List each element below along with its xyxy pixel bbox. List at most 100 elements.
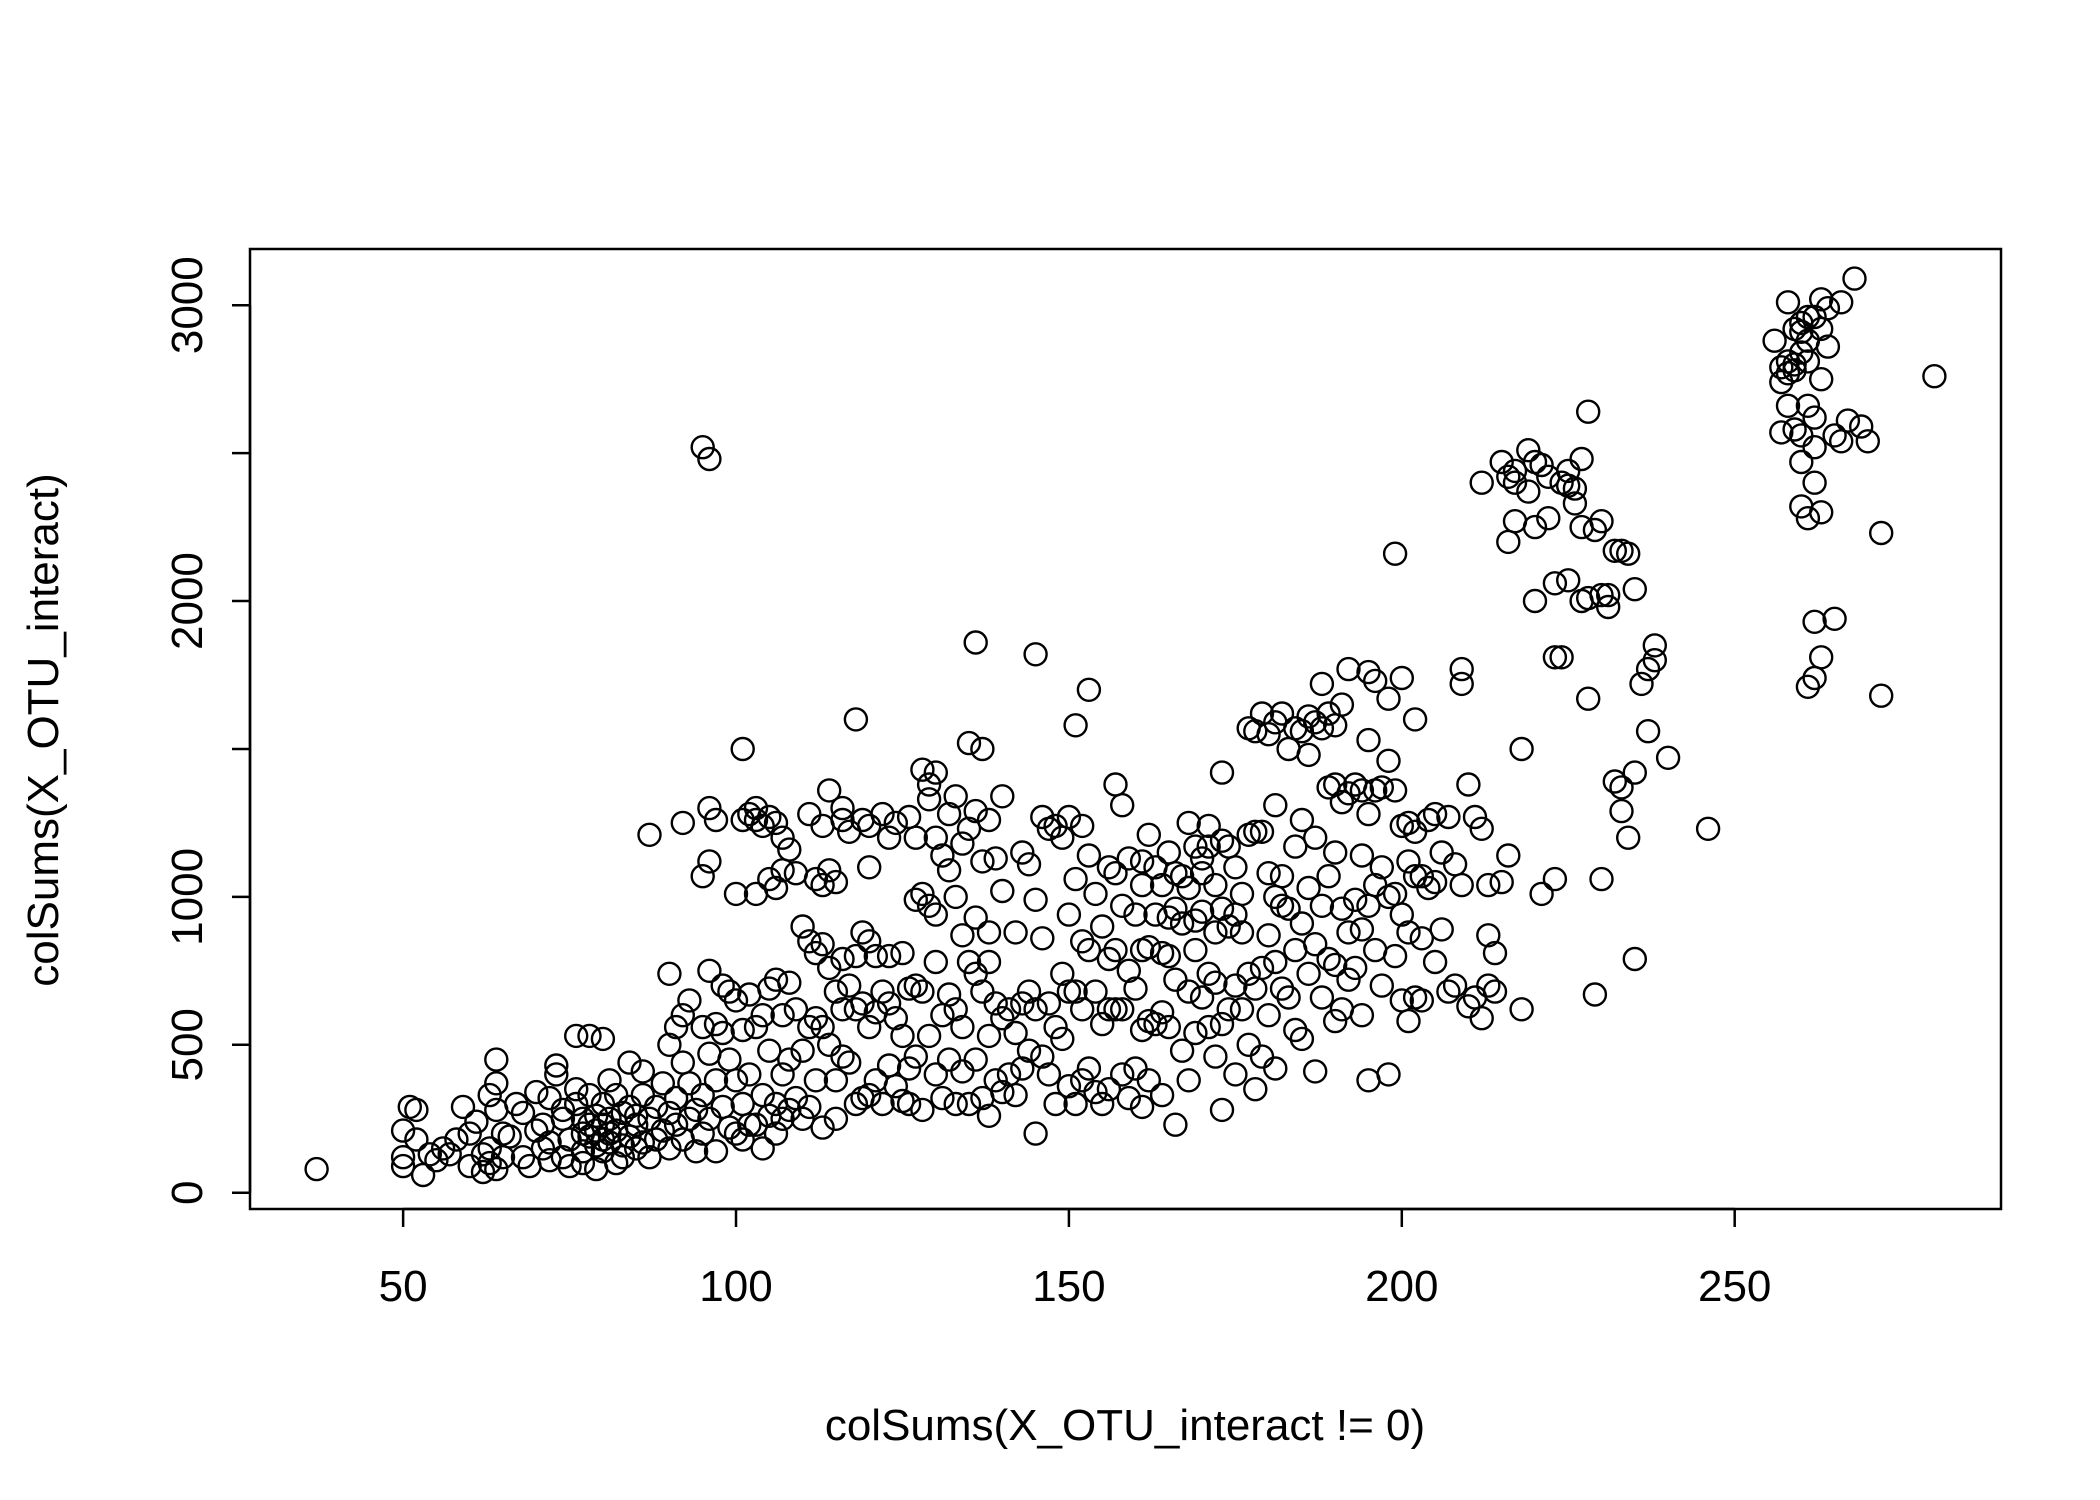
data-point xyxy=(757,804,782,830)
data-point xyxy=(1043,1014,1068,1040)
data-point xyxy=(657,1032,682,1058)
y-axis-label: colSums(X_OTU_interact) xyxy=(19,473,68,986)
data-point xyxy=(777,837,802,862)
data-point xyxy=(1209,896,1235,921)
data-point xyxy=(564,1023,589,1049)
data-point xyxy=(1063,866,1088,892)
data-point xyxy=(1502,509,1528,534)
data-point xyxy=(530,1136,556,1161)
data-point xyxy=(424,1147,449,1173)
data-point xyxy=(1336,656,1361,682)
data-point xyxy=(690,435,715,460)
data-point xyxy=(1143,1011,1168,1037)
data-point xyxy=(1782,352,1807,377)
data-point xyxy=(650,1118,675,1143)
data-point xyxy=(1469,1006,1494,1031)
data-point xyxy=(1449,656,1474,682)
data-point xyxy=(903,887,928,912)
data-point xyxy=(1289,719,1315,744)
data-point xyxy=(1256,923,1281,948)
data-point xyxy=(916,1023,942,1049)
data-point xyxy=(417,1142,442,1167)
data-point xyxy=(1542,866,1568,892)
data-point xyxy=(970,849,995,874)
data-point xyxy=(1589,509,1614,534)
data-point xyxy=(663,1112,689,1137)
data-point xyxy=(830,795,855,821)
data-point xyxy=(956,949,982,975)
data-point xyxy=(750,1136,775,1161)
data-point xyxy=(857,813,882,839)
data-point xyxy=(1822,423,1847,448)
data-point xyxy=(1429,840,1454,865)
data-point xyxy=(1289,911,1315,936)
data-point xyxy=(1436,804,1461,830)
data-point xyxy=(1076,677,1102,702)
data-point xyxy=(857,855,882,880)
data-point xyxy=(1229,881,1255,907)
data-point xyxy=(564,1091,589,1117)
data-point xyxy=(1302,1059,1328,1084)
data-point xyxy=(870,1091,895,1117)
data-point xyxy=(1203,920,1228,945)
data-point xyxy=(1030,926,1055,951)
x-axis-label: colSums(X_OTU_interact != 0) xyxy=(825,1401,1425,1450)
data-point xyxy=(1349,917,1375,942)
data-point xyxy=(1356,801,1381,827)
data-point xyxy=(1536,506,1561,531)
data-point xyxy=(1482,940,1508,966)
data-point xyxy=(1296,742,1321,768)
data-point xyxy=(1003,1082,1028,1108)
data-point xyxy=(1569,446,1594,472)
data-point xyxy=(1376,686,1401,711)
data-point xyxy=(1069,813,1095,839)
data-point xyxy=(910,979,935,1004)
data-point xyxy=(950,831,975,856)
data-point xyxy=(936,982,962,1007)
y-tick-label: 3000 xyxy=(163,256,212,354)
data-point xyxy=(1828,290,1854,315)
data-point xyxy=(1216,997,1241,1022)
data-point xyxy=(896,804,922,830)
data-point xyxy=(1023,1121,1048,1146)
data-point xyxy=(477,1150,502,1176)
data-point xyxy=(570,1139,596,1164)
data-point xyxy=(1050,1026,1075,1052)
data-point xyxy=(697,1041,722,1066)
data-point xyxy=(1003,1020,1028,1046)
data-point xyxy=(677,988,702,1013)
data-point xyxy=(1030,1044,1055,1069)
data-point xyxy=(950,1059,975,1084)
data-point xyxy=(1595,594,1621,620)
data-point xyxy=(1209,1097,1235,1123)
data-point xyxy=(743,795,769,821)
data-point xyxy=(710,973,735,998)
data-point xyxy=(1549,645,1574,670)
data-point xyxy=(1109,893,1135,918)
data-point xyxy=(690,1121,715,1146)
data-point xyxy=(1356,659,1381,685)
data-point xyxy=(570,1150,596,1176)
data-point xyxy=(817,955,842,981)
y-tick-label: 500 xyxy=(163,1008,212,1081)
data-point xyxy=(1482,979,1508,1004)
data-point xyxy=(1516,438,1541,463)
data-point xyxy=(1835,408,1861,433)
data-point xyxy=(1209,760,1235,785)
data-point xyxy=(803,866,829,892)
data-point xyxy=(823,869,849,895)
data-point xyxy=(1382,778,1408,803)
data-point xyxy=(943,884,968,910)
data-point xyxy=(976,1023,1002,1049)
data-point xyxy=(1529,881,1554,907)
data-point xyxy=(823,979,849,1004)
data-point xyxy=(710,1020,735,1046)
data-point xyxy=(1156,943,1182,969)
data-point xyxy=(1336,920,1361,945)
data-point xyxy=(677,1071,702,1096)
data-point xyxy=(1589,866,1614,892)
data-point xyxy=(670,1003,695,1028)
data-point xyxy=(450,1094,476,1120)
data-point xyxy=(1209,828,1235,853)
data-point xyxy=(1089,1091,1115,1117)
